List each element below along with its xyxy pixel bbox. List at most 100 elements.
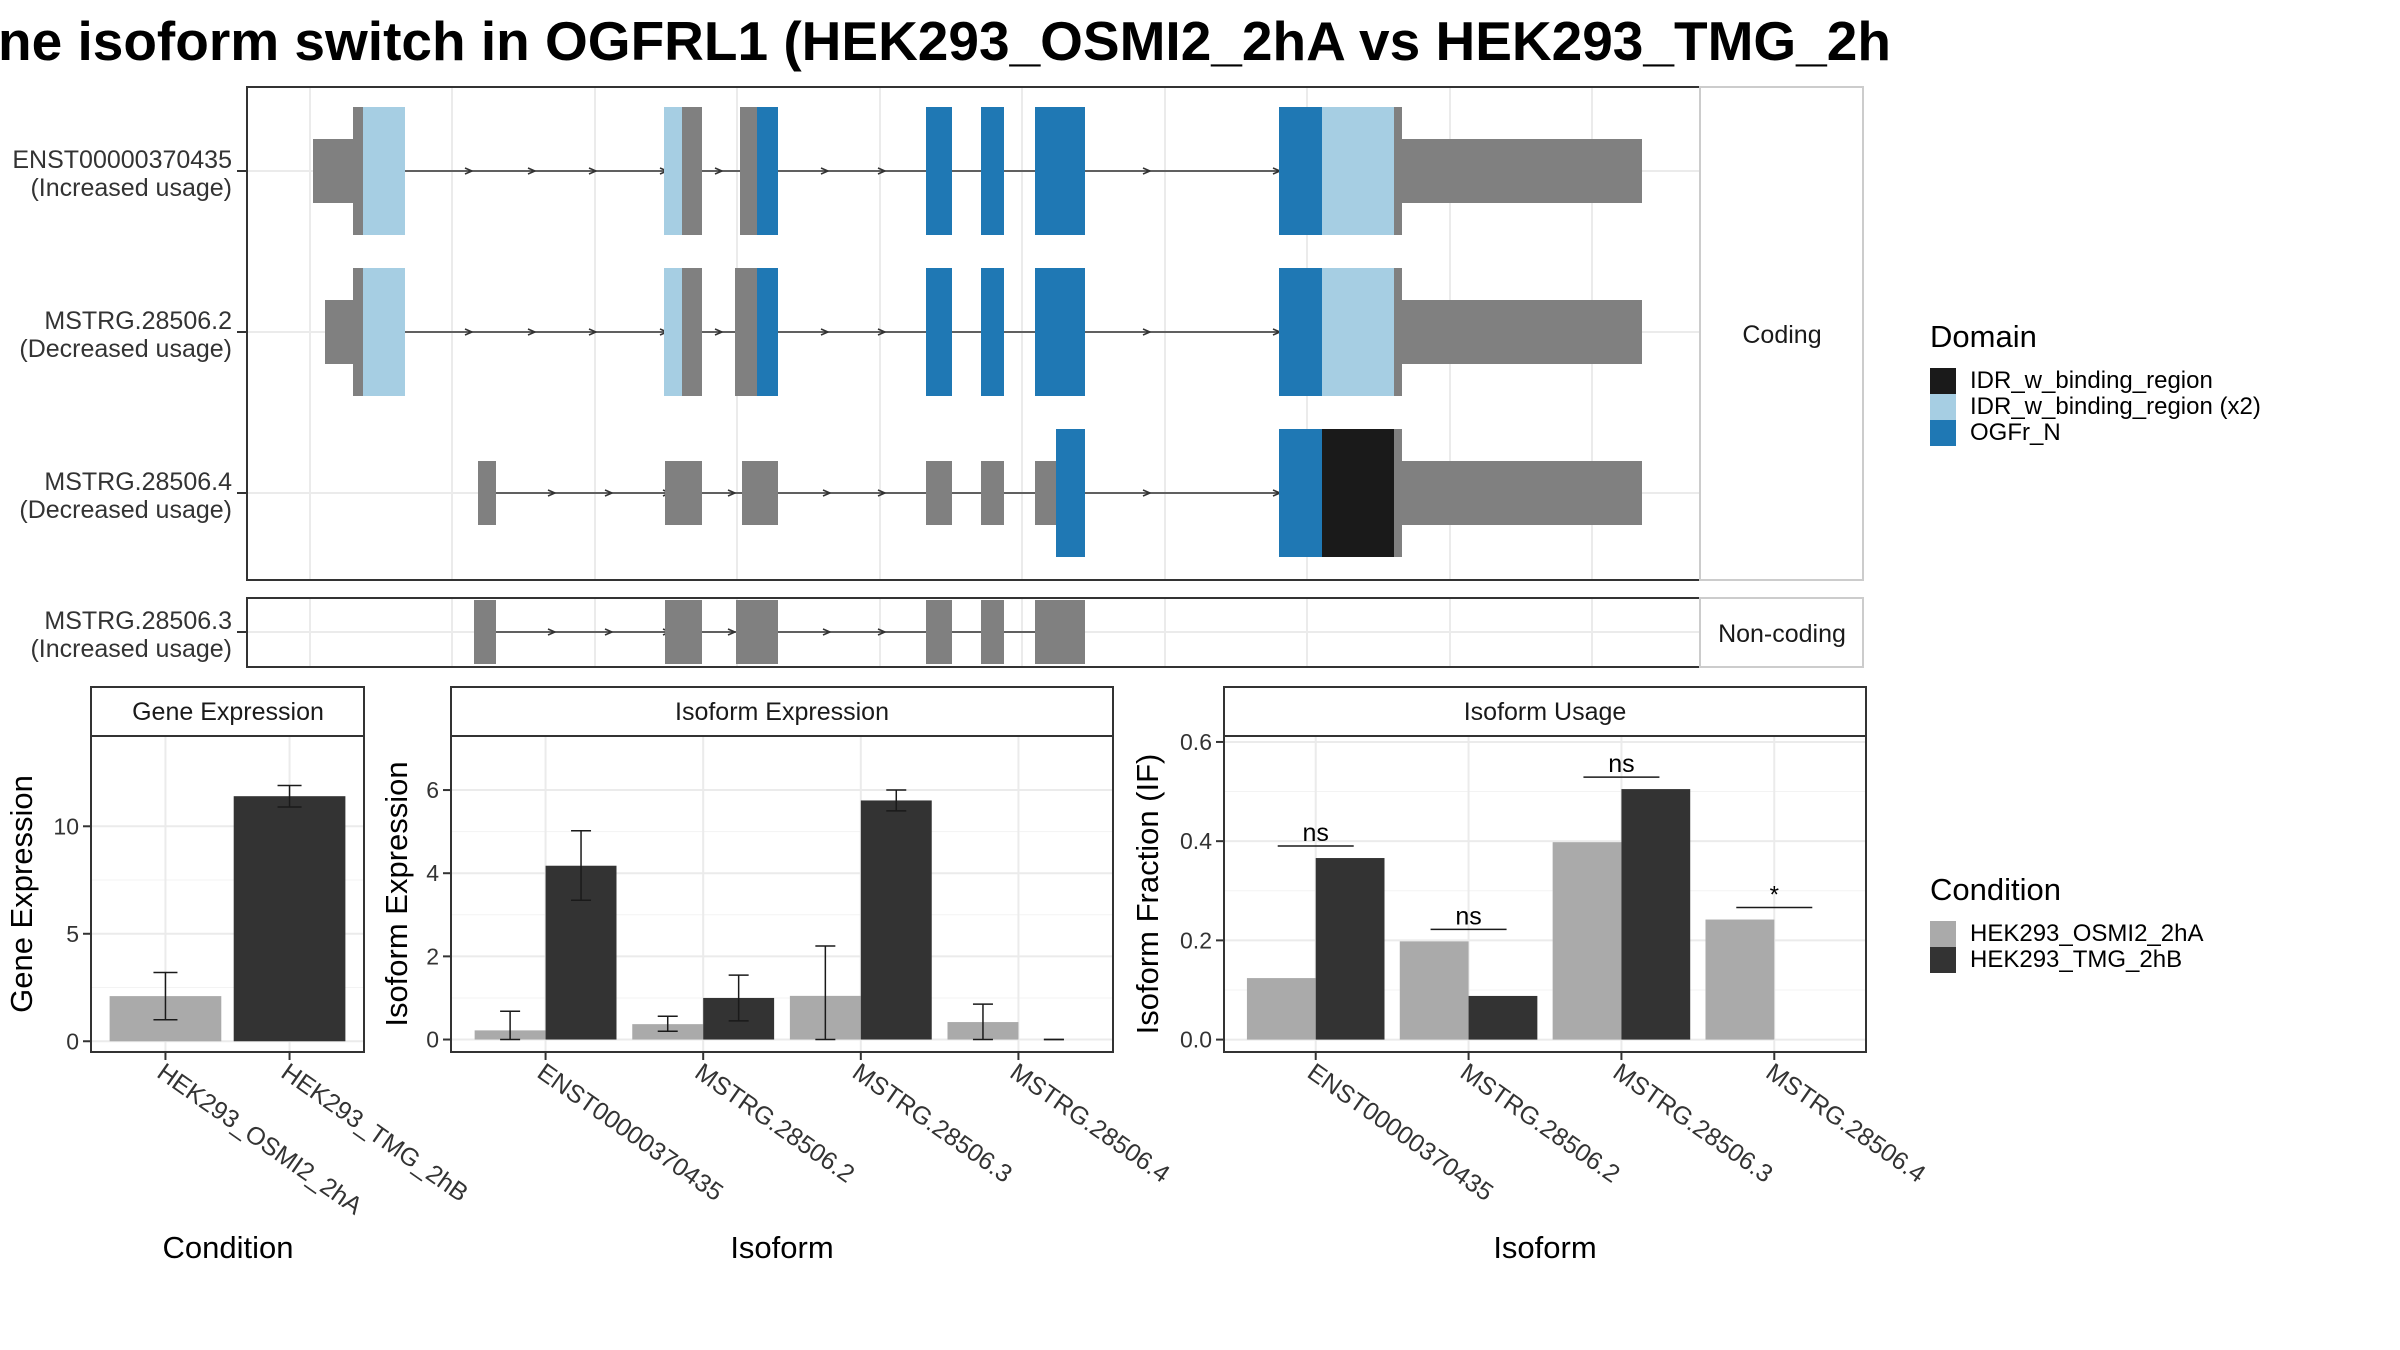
y-tick-label: 0 <box>66 1028 79 1054</box>
tx3-intron-arrow-3 <box>727 489 737 497</box>
tx4-intron-arrow-4 <box>822 628 832 636</box>
tx3-exon-cds <box>1394 429 1402 557</box>
x-tick-label: MSTRG.28506.3 <box>847 1058 1017 1189</box>
tx1-intron-arrow-0 <box>464 167 474 175</box>
y-tick-label: 2 <box>426 943 439 969</box>
panel-strip <box>1223 686 1867 737</box>
tx1-exon-cds <box>682 107 702 235</box>
y-tick-label: 10 <box>53 813 79 839</box>
tx3-domain-idr <box>1322 429 1394 557</box>
domain-legend-swatch <box>1930 420 1956 446</box>
condition-legend-label: HEK293_OSMI2_2hA <box>1970 920 2203 947</box>
transcript-usage-label: (Decreased usage) <box>19 496 232 524</box>
tx1-intron-arrow-1 <box>527 167 537 175</box>
x-tick-label: MSTRG.28506.2 <box>1455 1058 1625 1189</box>
domain-legend-label: OGFr_N <box>1970 419 2061 446</box>
y-axis-title: Gene Expression <box>4 775 39 1013</box>
tx4-exon-noncoding-1 <box>665 600 702 664</box>
x-axis-title: Isoform <box>1493 1230 1596 1265</box>
bar-HEK293_TMG_2hB-MSTRG.28506.3 <box>860 800 932 1040</box>
bar-panel-3: Isoform Usagensnsns*0.00.20.40.6ENST0000… <box>1130 686 1931 1265</box>
tx2-domain-ogfr <box>757 268 778 396</box>
tx2-intron-arrow-1 <box>527 328 537 336</box>
tx4-exon-noncoding-0 <box>474 600 496 664</box>
tx3-intron-arrow-1 <box>604 489 614 497</box>
tx3-domain-ogfr <box>1279 429 1322 557</box>
tx3-domain-ogfr <box>1056 429 1085 557</box>
tx2-domain-ogfr <box>1035 268 1085 396</box>
tx1-intron-arrow-2 <box>588 167 598 175</box>
bar-panel-2: Isoform Expression0246ENST00000370435MST… <box>379 686 1175 1265</box>
tx2-domain-ogfr <box>981 268 1004 396</box>
domain-legend-label: IDR_w_binding_region <box>1970 367 2213 394</box>
tx2-exon-cds <box>735 268 757 396</box>
bar-HEK293_OSMI2_2hA-MSTRG.28506.2 <box>1399 941 1469 1040</box>
domain-legend-title: Domain <box>1930 319 2037 354</box>
coding-strip <box>1699 86 1864 581</box>
y-tick-label: 5 <box>66 921 79 947</box>
plot-border <box>90 735 365 1053</box>
tx1-exon-cds <box>353 107 363 235</box>
tx4-intron-arrow-1 <box>604 628 614 636</box>
y-axis-title: Isoform Fraction (IF) <box>1130 754 1165 1035</box>
y-tick-label: 0.0 <box>1180 1027 1212 1053</box>
transcript-name-label: MSTRG.28506.4 <box>44 468 232 496</box>
transcript-usage-label: (Decreased usage) <box>19 335 232 363</box>
plot-border <box>450 735 1114 1053</box>
tx2-intron-arrow-2 <box>588 328 598 336</box>
x-tick-label: MSTRG.28506.4 <box>1005 1058 1175 1189</box>
bar-HEK293_TMG_2hB-MSTRG.28506.2 <box>1468 995 1538 1040</box>
y-tick-label: 0 <box>426 1027 439 1053</box>
condition-legend-swatch <box>1930 921 1956 947</box>
panel-title: Gene Expression <box>132 698 324 726</box>
tx1-intron-arrow-5 <box>820 167 830 175</box>
tx1-exon-cds <box>1394 107 1402 235</box>
tx2-domain-idr-x2 <box>363 268 405 396</box>
tx1-domain-idr-x2 <box>1322 107 1394 235</box>
tx2-intron-arrow-0 <box>464 328 474 336</box>
noncoding-strip <box>1699 597 1864 668</box>
tx2-exon-utr5 <box>325 300 356 364</box>
tx4-intron-arrow-5 <box>877 628 887 636</box>
y-tick-label: 0.6 <box>1180 729 1212 755</box>
panel-title: Isoform Usage <box>1464 698 1627 726</box>
domain-legend-swatch <box>1930 394 1956 420</box>
domain-legend-label: IDR_w_binding_region (x2) <box>1970 393 2261 420</box>
tx3-exon-utr5 <box>665 461 702 525</box>
bar-HEK293_OSMI2_2hA-ENST00000370435 <box>1246 978 1316 1040</box>
panel-title: Isoform Expression <box>675 698 889 726</box>
bar-HEK293_TMG_2hB <box>233 796 346 1042</box>
tx1-domain-ogfr <box>757 107 778 235</box>
tx1-domain-idr-x2 <box>363 107 405 235</box>
x-tick-label: MSTRG.28506.4 <box>1761 1058 1931 1189</box>
tx1-domain-ogfr <box>981 107 1004 235</box>
transcript-usage-label: (Increased usage) <box>30 174 232 202</box>
y-axis-title: Isoform Expression <box>379 761 414 1026</box>
tx2-intron-arrow-6 <box>877 328 887 336</box>
tx1-domain-ogfr <box>1279 107 1322 235</box>
bar-HEK293_TMG_2hB-MSTRG.28506.3 <box>1621 789 1691 1040</box>
tx3-exon-utr5 <box>478 461 496 525</box>
noncoding-strip-label: Non-coding <box>1718 620 1846 648</box>
tx2-exon-cds <box>682 268 702 396</box>
transcript-name-label: MSTRG.28506.3 <box>44 607 232 635</box>
y-tick-label: 0.2 <box>1180 927 1212 953</box>
tx3-intron-arrow-0 <box>547 489 557 497</box>
significance-label: ns <box>1608 750 1634 778</box>
y-tick-label: 0.4 <box>1180 828 1212 854</box>
condition-legend-title: Condition <box>1930 872 2061 907</box>
tx3-intron-arrow-6 <box>1142 489 1152 497</box>
transcript-name-label: ENST00000370435 <box>12 146 232 174</box>
x-axis-title: Condition <box>163 1230 294 1265</box>
tx3-exon-utr5 <box>742 461 778 525</box>
x-axis-title: Isoform <box>730 1230 833 1265</box>
plot-border <box>1223 735 1867 1053</box>
y-tick-label: 4 <box>426 860 439 886</box>
tx3-intron-arrow-4 <box>822 489 832 497</box>
tx2-domain-idr-x2 <box>1322 268 1394 396</box>
figure-title: ne isoform switch in OGFRL1 (HEK293_OSMI… <box>0 10 1891 72</box>
condition-legend-label: HEK293_TMG_2hB <box>1970 946 2182 973</box>
tx2-intron-arrow-7 <box>1142 328 1152 336</box>
tx4-exon-noncoding-5 <box>1035 600 1085 664</box>
tx1-exon-cds <box>740 107 757 235</box>
